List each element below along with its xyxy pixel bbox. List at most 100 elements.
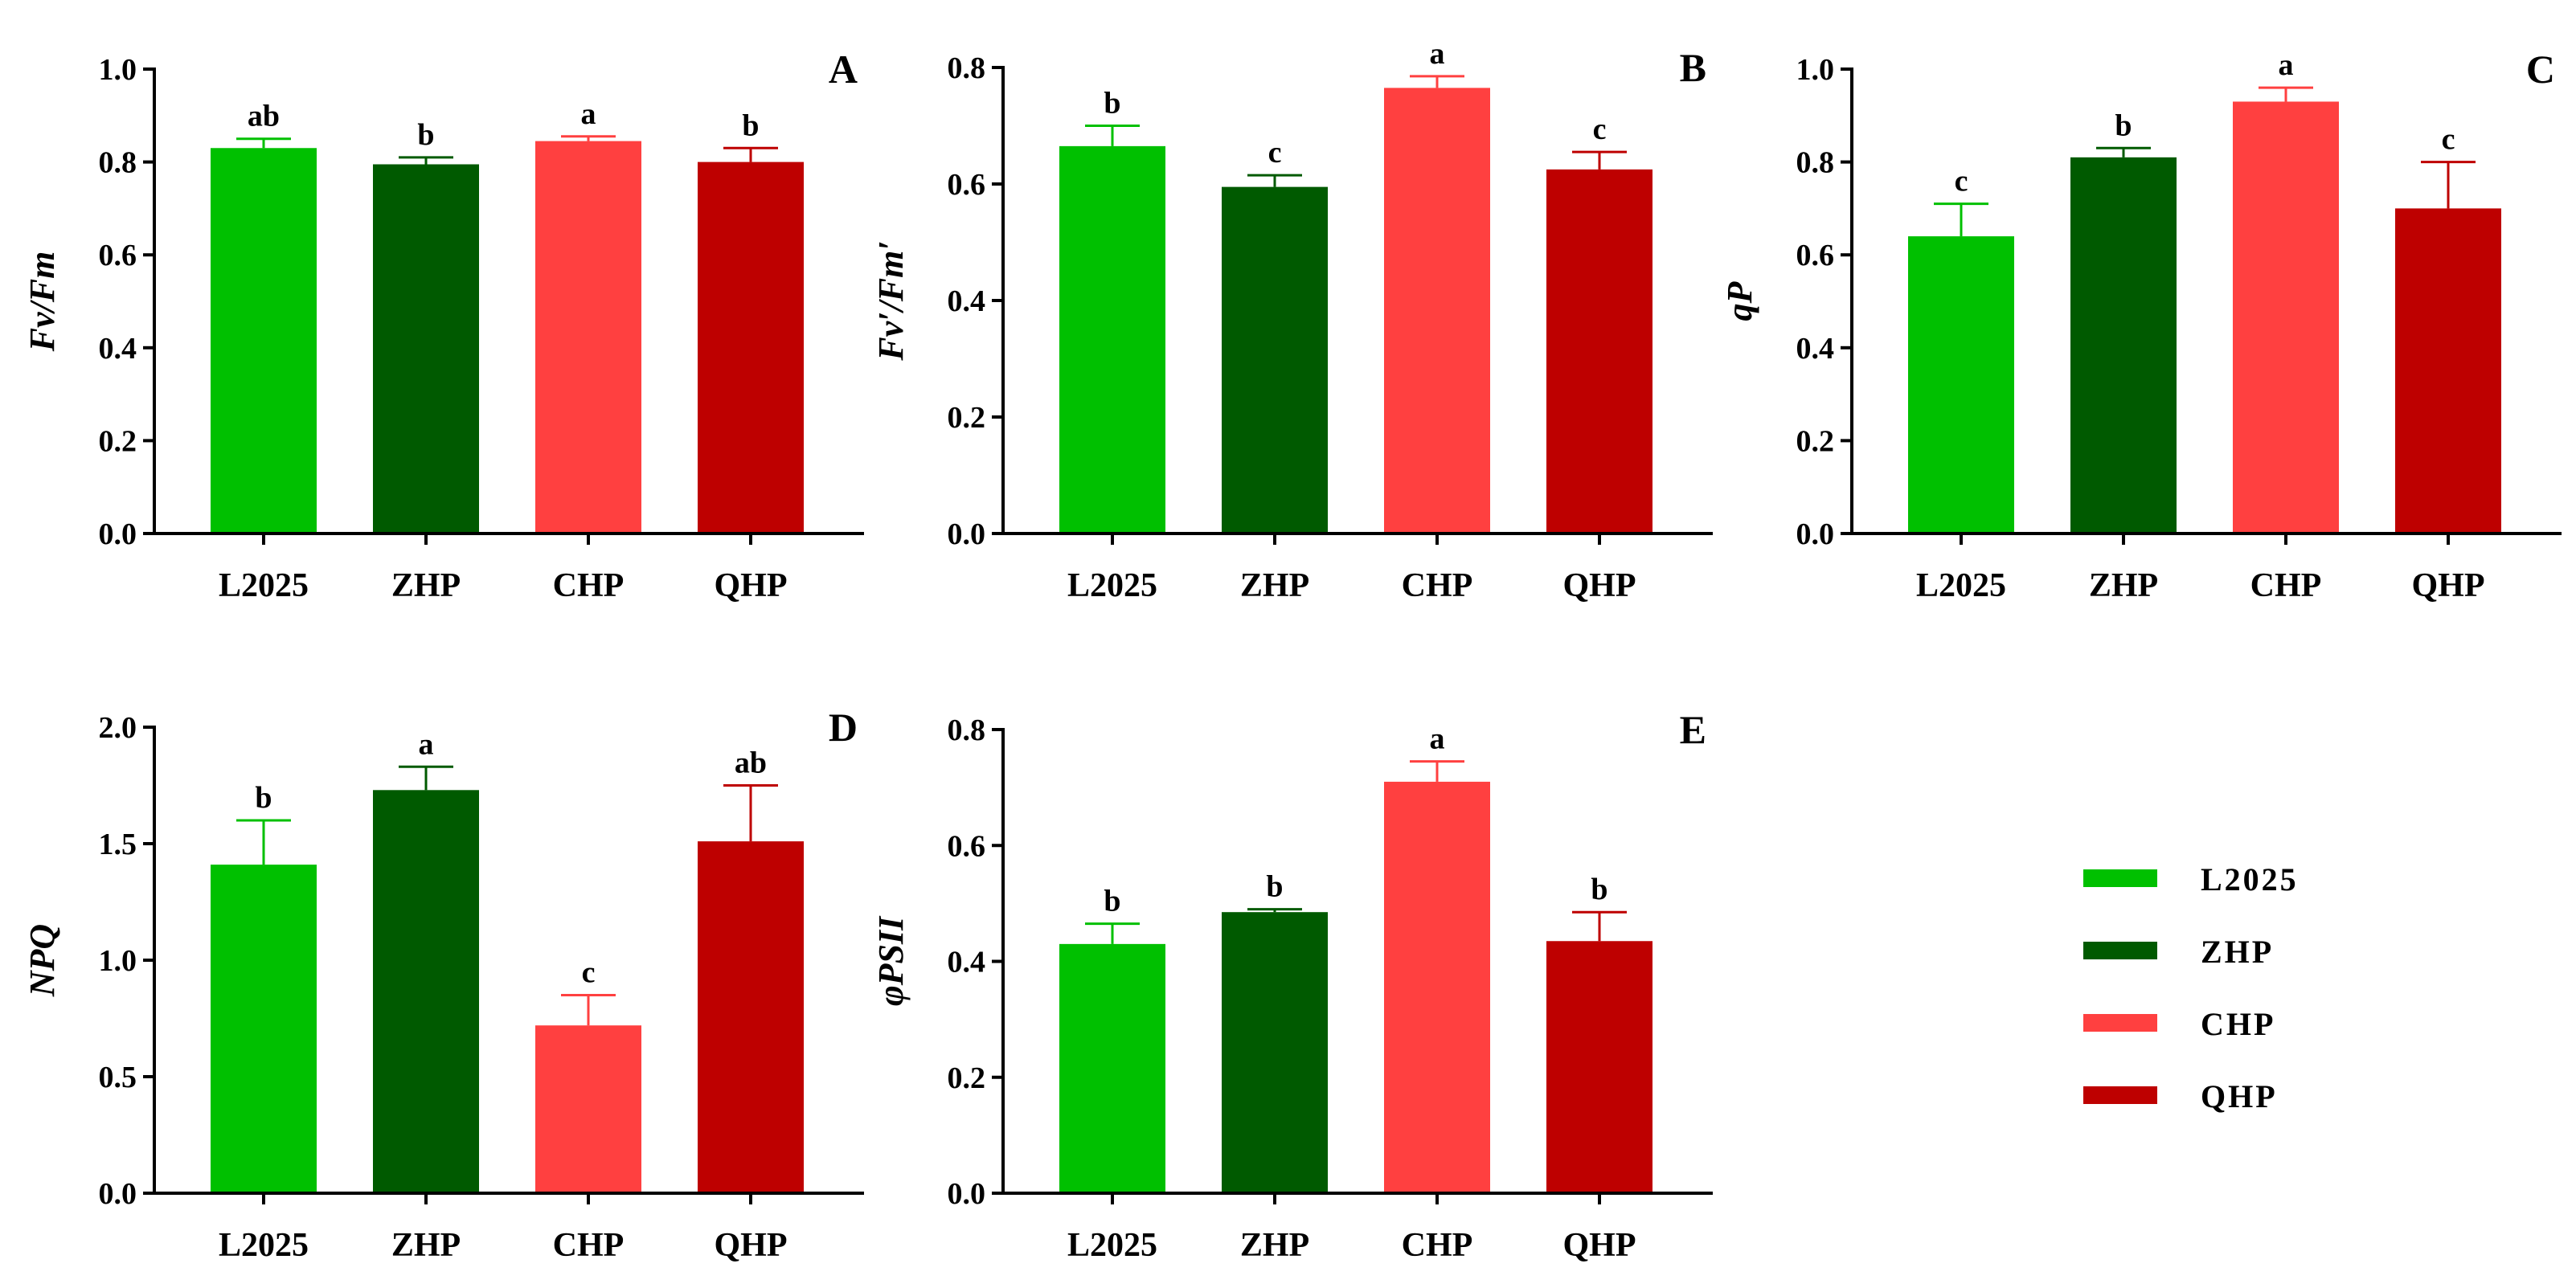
bar-a-qhp [698,162,804,534]
category-label-b-qhp: QHP [1563,567,1636,604]
y-tick-label-b-0.6: 0.6 [948,168,986,202]
panel-letter-b: B [1680,45,1706,90]
bar-d-qhp [698,841,804,1193]
panel-d: b L2025 a ZHP c CHP ab QHP 0.0 0.5 1.0 1.5 2.0 NPQ D [23,705,864,1264]
bar-c-l2025 [1908,236,2014,534]
y-tick-label-b-0.8: 0.8 [948,51,986,85]
category-label-b-l2025: L2025 [1067,567,1157,604]
category-label-c-chp: CHP [2250,567,2322,604]
bar-b-zhp [1222,186,1328,534]
y-tick-label-a-0.2: 0.2 [99,424,137,458]
bar-d-chp [535,1025,641,1193]
bar-a-l2025 [211,148,317,534]
category-label-d-qhp: QHP [715,1227,788,1264]
y-tick-label-e-0.6: 0.6 [948,829,986,863]
bar-d-zhp [373,790,479,1193]
legend-swatch-qhp [2083,1086,2157,1104]
panel-c: c L2025 b ZHP a CHP c QHP 0.0 0.2 0.4 0.6 0.8 1.0 qP C [1720,47,2562,604]
y-tick-label-b-0.2: 0.2 [948,401,986,435]
significance-label-b-chp: a [1430,37,1445,71]
category-label-d-l2025: L2025 [219,1227,309,1264]
panel-letter-d: D [829,705,858,750]
bar-c-qhp [2395,208,2501,534]
bar-e-qhp [1546,941,1652,1193]
significance-label-d-qhp: ab [735,746,767,780]
bar-b-chp [1384,88,1490,534]
legend: L2025 ZHP CHP QHP [2083,861,2299,1114]
significance-label-b-qhp: c [1593,112,1607,146]
significance-label-c-l2025: c [1955,165,1968,198]
y-tick-label-e-0.2: 0.2 [948,1061,986,1095]
bar-e-chp [1384,781,1490,1193]
category-label-e-chp: CHP [1402,1227,1473,1264]
significance-label-b-l2025: b [1104,87,1120,121]
y-tick-label-c-1.0: 1.0 [1796,53,1835,87]
bar-e-zhp [1222,912,1328,1193]
significance-label-d-chp: c [582,956,596,990]
legend-swatch-chp [2083,1014,2157,1032]
significance-label-a-qhp: b [742,108,759,142]
y-tick-label-d-0.5: 0.5 [99,1061,137,1094]
bar-c-chp [2233,101,2339,534]
y-axis-title-b: Fv′/Fm′ [871,240,911,361]
y-axis-title-e: φPSII [871,915,911,1006]
significance-label-d-l2025: b [255,781,272,815]
y-tick-label-c-0.0: 0.0 [1796,517,1835,551]
category-label-c-qhp: QHP [2412,567,2485,604]
y-tick-label-d-2.0: 2.0 [99,711,137,745]
category-label-a-l2025: L2025 [219,567,309,604]
y-tick-label-b-0.4: 0.4 [948,284,986,318]
legend-swatch-l2025 [2083,869,2157,887]
significance-label-b-zhp: c [1268,136,1282,170]
y-tick-label-a-0.0: 0.0 [99,517,137,551]
y-tick-label-a-1.0: 1.0 [99,53,137,87]
panel-letter-a: A [829,47,858,92]
significance-label-e-chp: a [1430,722,1445,756]
y-tick-label-d-0.0: 0.0 [99,1177,137,1211]
category-label-a-qhp: QHP [715,567,788,604]
y-tick-label-b-0.0: 0.0 [948,517,986,551]
panel-a: ab L2025 b ZHP a CHP b QHP 0.0 0.2 0.4 0.6 0.8 1.0 Fv/… [23,47,864,604]
significance-label-c-chp: a [2279,48,2294,82]
y-tick-label-c-0.4: 0.4 [1796,332,1835,366]
y-tick-label-c-0.8: 0.8 [1796,146,1835,180]
bar-c-zhp [2070,157,2177,534]
panel-letter-c: C [2526,47,2555,92]
significance-label-e-zhp: b [1266,870,1283,904]
significance-label-a-zhp: b [417,118,434,152]
category-label-d-chp: CHP [553,1227,625,1264]
category-label-b-zhp: ZHP [1240,567,1309,604]
legend-label-zhp: ZHP [2201,934,2274,970]
y-axis-title-c: qP [1720,280,1759,321]
chart-panels: abL2025bZHPaCHPbQHP0.00.20.40.60.81.0Fv/… [23,37,2562,1264]
bar-b-l2025 [1059,145,1165,534]
y-tick-label-a-0.4: 0.4 [99,332,137,366]
significance-label-a-l2025: ab [248,100,280,133]
legend-label-qhp: QHP [2201,1078,2278,1114]
y-axis-title-a: Fv/Fm [23,251,62,353]
category-label-e-zhp: ZHP [1240,1227,1309,1264]
bar-b-qhp [1546,169,1652,534]
panel-letter-e: E [1680,707,1706,752]
legend-label-chp: CHP [2201,1006,2275,1042]
significance-label-c-zhp: b [2115,108,2132,142]
bar-e-l2025 [1059,943,1165,1193]
y-tick-label-a-0.6: 0.6 [99,239,137,272]
y-tick-label-e-0.0: 0.0 [948,1177,986,1211]
category-label-e-l2025: L2025 [1067,1227,1157,1264]
panel-b: b L2025 c ZHP a CHP c QHP 0.0 0.2 0.4 0.6 0.8 Fv′/Fm′… [871,37,1713,604]
y-tick-label-c-0.6: 0.6 [1796,239,1835,272]
significance-label-d-zhp: a [419,727,434,761]
significance-label-c-qhp: c [2442,123,2455,157]
y-tick-label-e-0.8: 0.8 [948,714,986,747]
bar-a-chp [535,141,641,534]
bar-d-l2025 [211,865,317,1193]
significance-label-e-l2025: b [1104,885,1120,918]
legend-label-l2025: L2025 [2201,861,2299,898]
y-tick-label-d-1.5: 1.5 [99,828,137,861]
y-tick-label-c-0.2: 0.2 [1796,424,1835,458]
y-axis-title-d: NPQ [23,924,62,997]
significance-label-e-qhp: b [1591,873,1607,906]
y-tick-label-e-0.4: 0.4 [948,946,986,979]
